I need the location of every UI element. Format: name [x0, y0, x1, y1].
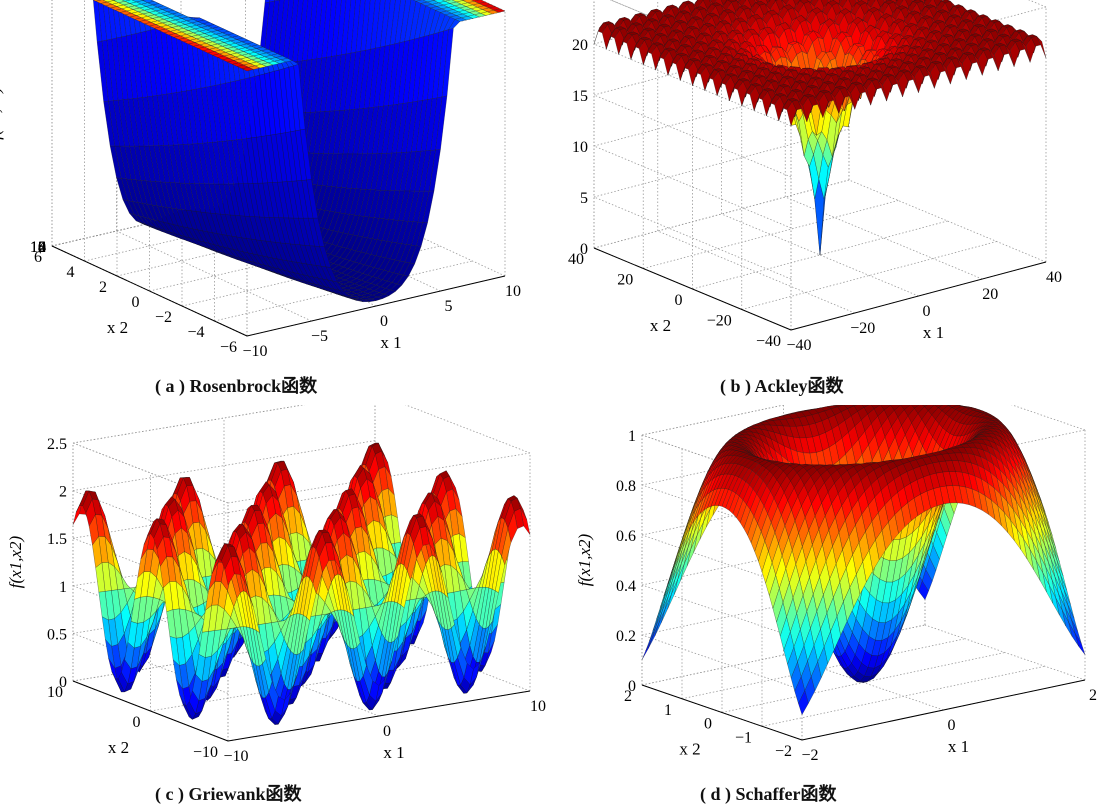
z-tick-label: 25 [572, 0, 588, 3]
box-edge [609, 0, 792, 76]
y-tick-label: −40 [756, 333, 781, 350]
y-axis-line [593, 247, 792, 331]
box-edge [404, 405, 531, 454]
y-tick-label: −2 [155, 309, 172, 326]
z-tick-label: 0 [580, 241, 588, 258]
x-tick-label: 20 [982, 286, 998, 303]
y-tick-label: 2 [99, 279, 107, 296]
y-tick-label: −20 [707, 313, 732, 330]
x-gridline-floor [785, 196, 983, 280]
z-tick-label: 8 [38, 239, 46, 256]
y-tick-label: −4 [187, 324, 204, 341]
caption-ackley: ( b ) Ackley函数 [720, 376, 844, 396]
x-tick-label: −5 [311, 328, 328, 345]
surface-cell [241, 67, 254, 72]
y-gridline-floor [643, 200, 899, 269]
z-tick-label: 14 [30, 239, 46, 256]
x-gridline-floor [657, 230, 855, 314]
x-gridline-floor [721, 213, 919, 297]
y-tick-label: 0 [132, 294, 140, 311]
y-tick-label: 0 [675, 292, 683, 309]
x-tick-label: 40 [1046, 269, 1062, 286]
y-tick-label: 20 [617, 272, 633, 289]
x-tick-label: 10 [505, 283, 521, 300]
x-tick-label: −10 [242, 343, 267, 360]
x-tick-label: 0 [923, 303, 931, 320]
y-gridline-floor [214, 260, 473, 322]
z-gridline-left [593, 196, 792, 280]
surface-mesh [593, 0, 1047, 256]
x-axis-line [246, 275, 506, 337]
x-tick-label: 0 [380, 313, 388, 330]
x-gridline-floor [848, 179, 1047, 263]
surface-mesh [92, 0, 506, 302]
x-tick-label: −40 [786, 337, 811, 354]
z-tick-label: 12 [30, 239, 46, 256]
z-tick-label: 10 [30, 239, 46, 256]
y-axis-label: x 2 [107, 318, 128, 337]
z-tick-label: 10 [572, 139, 588, 156]
caption-rosenbrock: ( a ) Rosenbrock函数 [155, 376, 318, 396]
z-tick-label: 6 [38, 239, 46, 256]
z-tick-label: 2 [38, 239, 46, 256]
surface-mesh [72, 442, 531, 725]
y-tick-label: 6 [34, 249, 42, 266]
z-gridline-left [593, 94, 792, 178]
x-axis-label: x 1 [923, 323, 944, 342]
z-tick-label: 4 [38, 239, 46, 256]
z-tick-label: 20 [572, 37, 588, 54]
x-gridline-floor [116, 230, 312, 322]
y-tick-label: −6 [220, 339, 237, 356]
x-tick-label: 5 [445, 298, 453, 315]
z-tick-label: 18 [30, 239, 46, 256]
x-axis-label: x 1 [380, 333, 401, 352]
z-axis-label: f(x1,x2) [0, 87, 4, 140]
z-gridline-left [593, 43, 792, 127]
y-tick-label: 4 [67, 264, 75, 281]
z-tick-label: 16 [30, 239, 46, 256]
x-axis-line [790, 261, 1047, 331]
z-tick-label: 0 [38, 239, 46, 256]
y-axis-line [51, 245, 248, 337]
x-tick-label: −20 [850, 320, 875, 337]
y-axis-label: x 2 [650, 316, 671, 335]
z-tick-label: 5 [580, 190, 588, 207]
z-gridline-left [593, 145, 792, 229]
z-tick-label: 15 [572, 88, 588, 105]
